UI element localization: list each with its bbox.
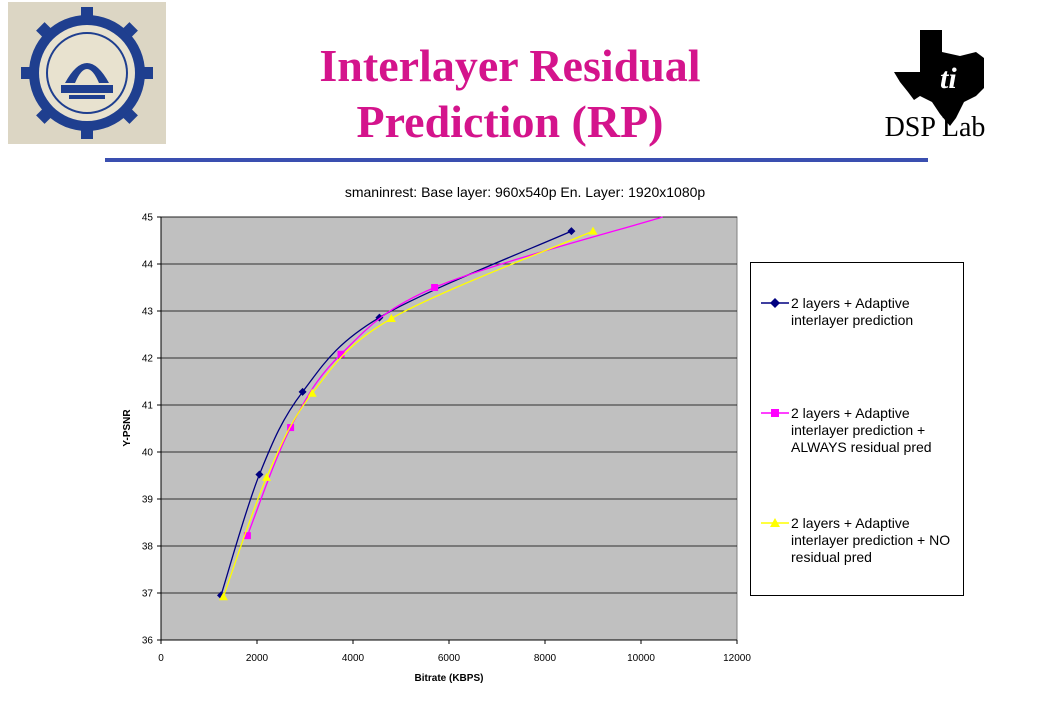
slide-title: Interlayer Residual Prediction (RP) [250, 38, 770, 150]
legend-swatch-triangle [761, 518, 789, 527]
y-axis-ticks: 36 37 38 39 40 41 42 43 44 45 [142, 213, 161, 647]
iit-bombay-seal-icon [8, 2, 166, 144]
ti-texas-logo-icon: ti [894, 30, 984, 126]
chart-title: smaninrest: Base layer: 960x540p En. Lay… [345, 184, 706, 200]
legend-label: 2 layers + Adaptive interlayer predictio… [791, 515, 951, 565]
data-point [255, 470, 264, 479]
series-line [222, 230, 594, 597]
data-point [337, 350, 345, 358]
title-divider [105, 158, 928, 162]
plot-area [160, 216, 738, 641]
data-point [298, 387, 307, 396]
chart-legend: 2 layers + Adaptive interlayer predictio… [750, 262, 964, 596]
data-point [287, 424, 295, 432]
y-tick-label: 42 [142, 354, 154, 365]
y-tick-label: 38 [142, 542, 154, 553]
x-axis-label: Bitrate (KBPS) [415, 673, 484, 684]
x-tick-label: 2000 [246, 653, 269, 664]
data-point [218, 592, 228, 601]
y-tick-label: 40 [142, 448, 154, 459]
data-point [588, 226, 598, 235]
data-point [386, 314, 396, 323]
x-tick-label: 4000 [342, 653, 365, 664]
y-tick-label: 39 [142, 495, 154, 506]
x-tick-label: 0 [158, 653, 164, 664]
series-layer [217, 216, 663, 601]
legend-swatch-diamond [761, 298, 789, 308]
x-tick-label: 10000 [627, 653, 655, 664]
data-point [567, 227, 576, 236]
data-point [431, 284, 439, 291]
x-tick-label: 8000 [534, 653, 557, 664]
y-tick-label: 43 [142, 307, 154, 318]
data-point [307, 388, 317, 397]
y-axis-label: Y-PSNR [122, 409, 133, 447]
x-tick-label: 12000 [723, 653, 751, 664]
y-tick-label: 36 [142, 636, 154, 647]
series-3 [218, 226, 598, 601]
data-point [262, 472, 272, 481]
y-tick-label: 44 [142, 260, 154, 271]
y-tick-label: 37 [142, 589, 154, 600]
legend-swatch-square [761, 409, 789, 417]
svg-text:ti: ti [940, 62, 957, 95]
dsp-lab-label: DSP Lab [884, 112, 986, 143]
x-tick-label: 6000 [438, 653, 461, 664]
slide-title-line1: Interlayer Residual [319, 40, 701, 91]
legend-label: 2 layers + Adaptive interlayer predictio… [791, 405, 932, 455]
x-axis-ticks: 0 2000 4000 6000 8000 10000 12000 [158, 217, 751, 664]
data-point [243, 532, 251, 540]
slide-title-line2: Prediction (RP) [356, 96, 664, 147]
legend-label: 2 layers + Adaptive interlayer predictio… [791, 295, 914, 328]
y-tick-label: 45 [142, 213, 154, 224]
y-tick-label: 41 [142, 401, 154, 412]
